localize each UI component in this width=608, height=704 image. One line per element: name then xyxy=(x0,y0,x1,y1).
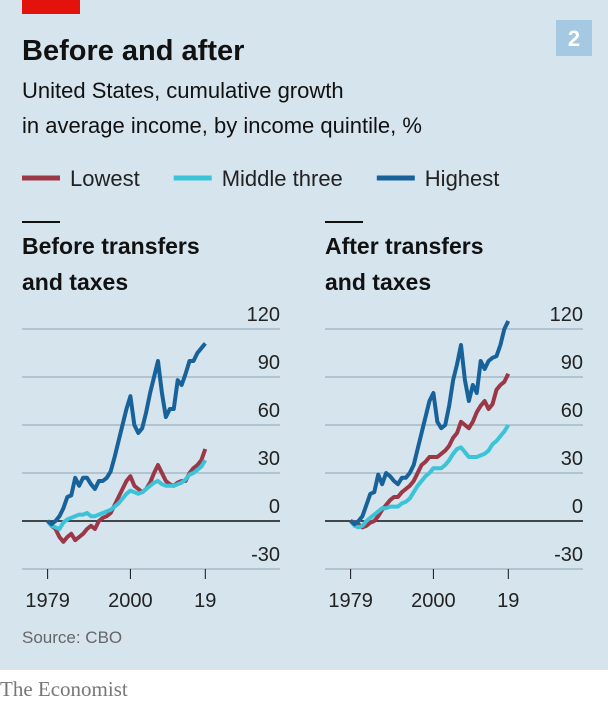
x-tick-label: 2000 xyxy=(108,590,153,612)
brand: The Economist xyxy=(0,677,128,701)
y-tick-label: 30 xyxy=(561,448,583,470)
y-tick-label: 90 xyxy=(561,352,583,374)
y-tick-label: 0 xyxy=(572,496,583,518)
panel-title: Before transfers xyxy=(22,233,200,259)
y-tick-label: 60 xyxy=(258,400,280,422)
panel-title: and taxes xyxy=(325,269,431,295)
x-tick-label: 2000 xyxy=(411,590,456,612)
legend-label: Middle three xyxy=(222,166,343,191)
x-tick-label: 1979 xyxy=(328,590,373,612)
series-line xyxy=(349,423,510,530)
legend-label: Highest xyxy=(425,166,500,191)
series-line xyxy=(349,372,511,530)
panel-title: After transfers xyxy=(325,233,484,259)
series-line xyxy=(46,459,207,531)
subtitle: in average income, by income quintile, % xyxy=(22,113,422,138)
number-box xyxy=(556,20,592,56)
chart-title: Before and after xyxy=(22,35,244,67)
red-tag xyxy=(22,0,80,14)
y-tick-label: -30 xyxy=(251,544,280,566)
x-tick-label: 19 xyxy=(497,590,519,612)
series-line xyxy=(46,342,207,527)
background xyxy=(0,0,608,670)
y-tick-label: -30 xyxy=(554,544,583,566)
source: Source: CBO xyxy=(22,628,122,647)
y-tick-label: 120 xyxy=(247,304,280,326)
panel-title: and taxes xyxy=(22,269,128,295)
x-tick-label: 19 xyxy=(194,590,216,612)
y-tick-label: 90 xyxy=(258,352,280,374)
y-tick-label: 30 xyxy=(258,448,280,470)
subtitle: United States, cumulative growth xyxy=(22,78,344,103)
x-tick-label: 1979 xyxy=(25,590,70,612)
y-tick-label: 120 xyxy=(550,304,583,326)
y-tick-label: 60 xyxy=(561,400,583,422)
series-line xyxy=(349,320,511,527)
legend-label: Lowest xyxy=(70,166,140,191)
y-tick-label: 0 xyxy=(269,496,280,518)
chart-number: 2 xyxy=(568,26,580,51)
